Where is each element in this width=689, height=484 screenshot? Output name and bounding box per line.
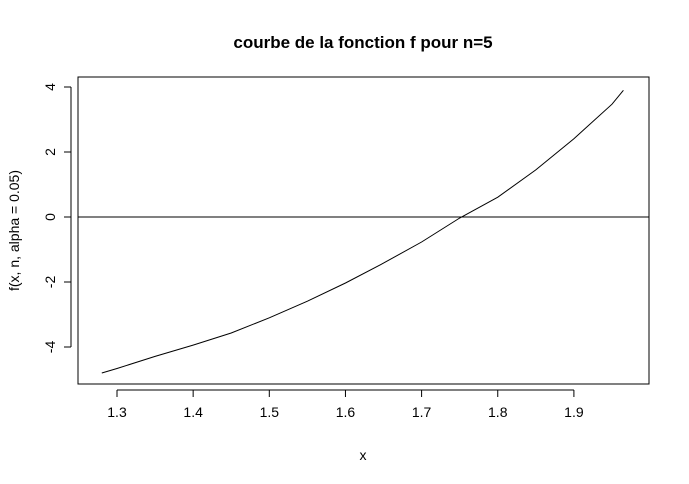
y-tick-label: 2	[42, 148, 58, 156]
y-tick-label: -2	[42, 276, 58, 289]
y-tick-label: 0	[42, 213, 58, 221]
x-tick-label: 1.3	[107, 404, 127, 420]
y-axis: -4 -2 0 2 4	[42, 83, 72, 354]
x-tick-label: 1.6	[336, 404, 356, 420]
x-tick-label: 1.9	[564, 404, 584, 420]
y-axis-label: f(x, n, alpha = 0.05)	[6, 170, 22, 291]
function-curve	[101, 89, 624, 374]
x-axis-label: x	[360, 447, 367, 463]
y-tick-label: 4	[42, 83, 58, 91]
x-axis: 1.3 1.4 1.5 1.6 1.7 1.8 1.9	[107, 389, 584, 420]
x-tick-label: 1.8	[488, 404, 508, 420]
chart-title: courbe de la fonction f pour n=5	[233, 33, 492, 52]
y-tick-label: -4	[42, 341, 58, 354]
plot-frame	[77, 76, 650, 385]
x-tick-label: 1.5	[260, 404, 280, 420]
x-tick-label: 1.7	[412, 404, 432, 420]
x-tick-label: 1.4	[183, 404, 203, 420]
